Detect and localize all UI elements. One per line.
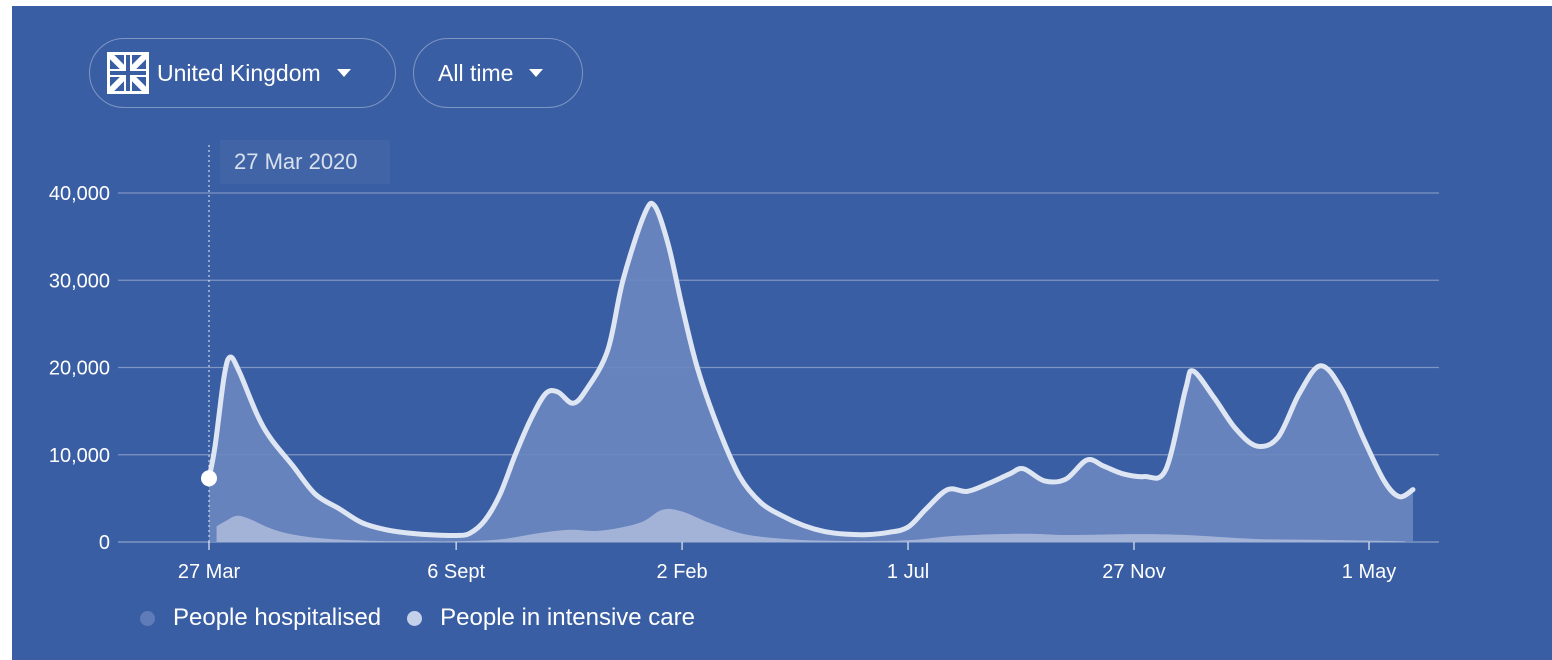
hover-point	[201, 470, 217, 487]
x-tick-label: 27 Mar	[178, 561, 241, 583]
chevron-down-icon	[529, 69, 544, 77]
line-hospitalised	[206, 200, 1416, 539]
union-jack-flag-icon	[107, 52, 149, 94]
area-hospitalised	[209, 203, 1413, 542]
chart-panel	[12, 6, 1552, 660]
time-range-label: All time	[438, 59, 514, 86]
country-label: United Kingdom	[157, 59, 321, 86]
legend: People hospitalised People in intensive …	[140, 604, 721, 632]
y-tick-label: 0	[99, 532, 110, 554]
legend-item-intensive-care[interactable]: People in intensive care	[407, 604, 695, 632]
x-tick-label: 1 Jul	[887, 561, 929, 583]
legend-dot-intensive-care	[407, 610, 423, 626]
x-tick-label: 27 Nov	[1102, 561, 1165, 583]
y-tick-label: 10,000	[49, 445, 110, 467]
legend-label: People in intensive care	[440, 604, 695, 631]
x-tick-label: 6 Sept	[427, 561, 485, 583]
hover-marker	[201, 145, 217, 542]
chevron-down-icon	[336, 69, 351, 77]
chart-areas	[206, 200, 1416, 542]
legend-item-hospitalised[interactable]: People hospitalised	[140, 604, 381, 632]
country-selector[interactable]: United Kingdom	[89, 38, 396, 108]
tooltip-date: 27 Mar 2020	[220, 140, 390, 184]
chart-axes: 0 10,000 20,000 30,000 40,000 27 Mar 6 Sept 2 F…	[49, 183, 1396, 583]
hospitalisation-chart: 0 10,000 20,000 30,000 40,000 27 Mar 6 Sept 2 F…	[49, 145, 1439, 583]
legend-label: People hospitalised	[173, 604, 382, 631]
time-range-selector[interactable]: All time	[413, 38, 583, 108]
y-tick-label: 40,000	[49, 183, 110, 205]
y-tick-label: 30,000	[49, 270, 110, 292]
y-tick-label: 20,000	[49, 358, 110, 380]
x-tick-label: 2 Feb	[657, 561, 708, 583]
x-tick-label: 1 May	[1342, 561, 1396, 583]
legend-dot-hospitalised	[140, 610, 155, 626]
